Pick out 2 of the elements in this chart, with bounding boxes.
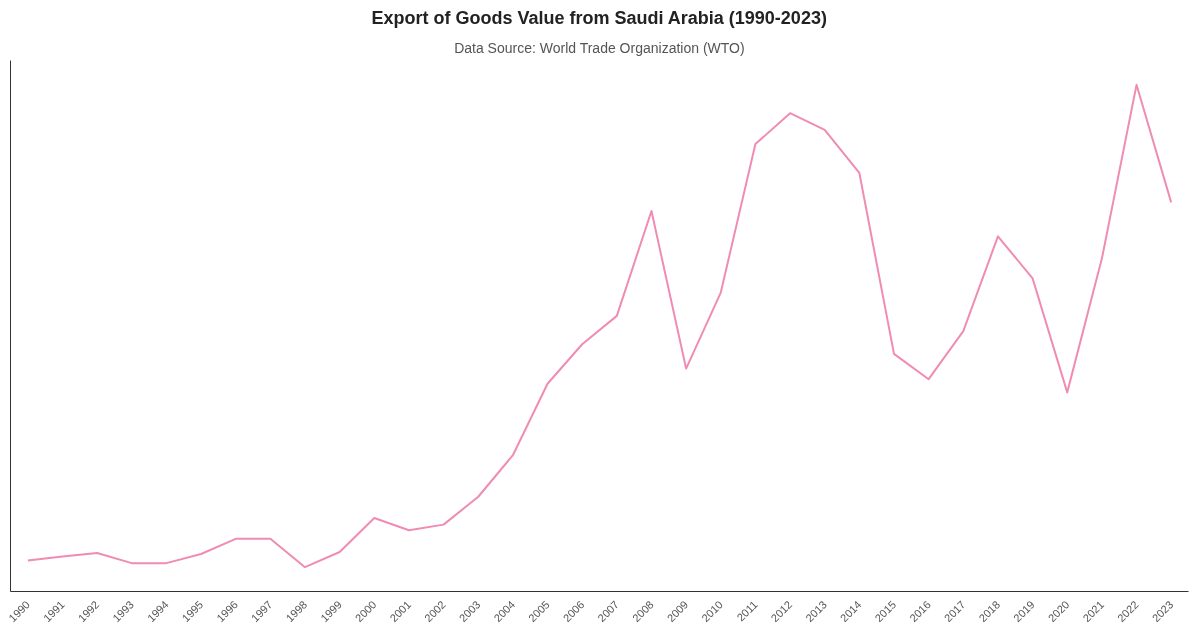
chart-subtitle: Data Source: World Trade Organization (WTO): [454, 39, 745, 56]
chart-title: Export of Goods Value from Saudi Arabia (1990-2023): [371, 7, 827, 28]
